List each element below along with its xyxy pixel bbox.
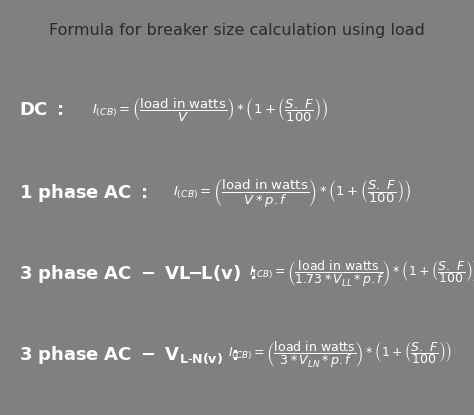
Text: Formula for breaker size calculation using load: Formula for breaker size calculation usi… xyxy=(49,23,425,38)
Text: $I_{(CB)} = \left(\dfrac{\mathrm{load\ in\ watts}}{V * p.f}\right) * \left(1 + \: $I_{(CB)} = \left(\dfrac{\mathrm{load\ i… xyxy=(173,177,411,209)
Text: $I_{(CB)} = \left(\dfrac{\mathrm{load\ in\ watts}}{V}\right) * \left(1 + \left(\: $I_{(CB)} = \left(\dfrac{\mathrm{load\ i… xyxy=(92,96,328,124)
Text: $\bf{1\ phase\ AC\ :}$: $\bf{1\ phase\ AC\ :}$ xyxy=(19,182,147,204)
Text: $I_{(CB)} = \left(\dfrac{\mathrm{load\ in\ watts}}{1.73 * V_{LL} * p.f}\right) *: $I_{(CB)} = \left(\dfrac{\mathrm{load\ i… xyxy=(249,259,474,289)
Text: $\bf{DC}$ $\bf{:}$: $\bf{DC}$ $\bf{:}$ xyxy=(19,101,64,119)
Text: $\bf{3\ phase\ AC\ -\ V_{L\text{-}N(v)}\ :}$: $\bf{3\ phase\ AC\ -\ V_{L\text{-}N(v)}\… xyxy=(19,344,239,366)
Text: $I_{(CB)} = \left(\dfrac{\mathrm{load\ in\ watts}}{3 * V_{LN} * p.f}\right) * \l: $I_{(CB)} = \left(\dfrac{\mathrm{load\ i… xyxy=(228,339,452,370)
Text: $\bf{3\ phase\ AC\ -\ VL\!\!-\!\!L(v)\ :}$: $\bf{3\ phase\ AC\ -\ VL\!\!-\!\!L(v)\ :… xyxy=(19,263,257,285)
